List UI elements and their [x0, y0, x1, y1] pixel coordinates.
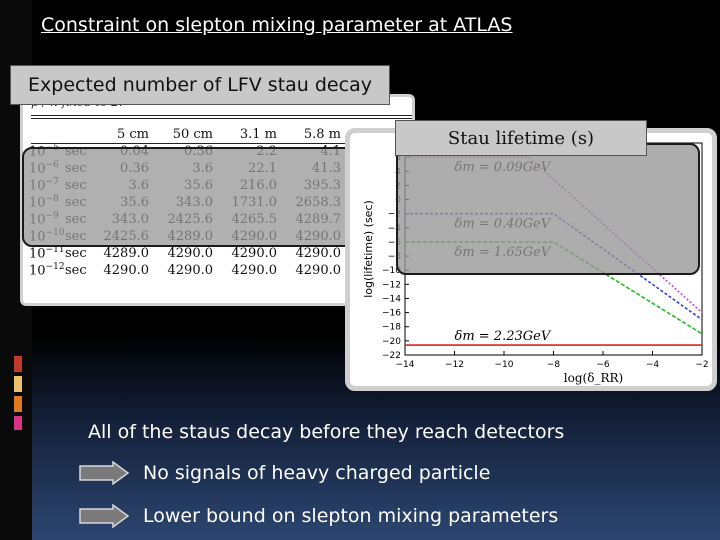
column-header: 5.8 m — [303, 126, 341, 142]
y-axis-label: log(lifetime) (sec) — [362, 200, 375, 298]
value-cell: 4290.0 — [167, 263, 214, 278]
x-tick-label: −8 — [547, 360, 561, 370]
value-cell: 4290.0 — [231, 263, 278, 278]
table-row: 10−12 sec 4290.0 4290.0 4290.0 4290.0 — [29, 262, 347, 279]
table-header-rule — [31, 143, 412, 144]
y-tick-label: −18 — [382, 323, 401, 333]
x-tick-label: −4 — [646, 360, 660, 370]
value-cell: 4290.0 — [295, 246, 342, 261]
column-header: 50 cm — [172, 126, 213, 142]
x-tick-label: −10 — [495, 360, 514, 370]
accent-bar-pink — [14, 416, 22, 430]
table-header-row: 5 cm 50 cm 3.1 m 5.8 m — [29, 125, 347, 143]
value-cell: 4290.0 — [295, 263, 342, 278]
x-axis-label: log(δ_RR) — [564, 371, 623, 385]
x-tick-label: −12 — [445, 360, 464, 370]
x-tick-label: −6 — [596, 360, 610, 370]
accent-bar-orange — [14, 396, 22, 412]
y-tick-label: −4 — [388, 224, 402, 234]
header-empty — [65, 125, 91, 143]
series-label: δm = 2.23GeV — [455, 329, 552, 344]
table-row: 10−11 sec 4289.0 4290.0 4290.0 4290.0 — [29, 245, 347, 262]
lfv-label: Expected number of LFV stau decay — [10, 65, 390, 105]
arrow-icon — [79, 461, 129, 485]
y-tick-label: −10 — [382, 266, 401, 276]
y-tick-label: −14 — [382, 294, 401, 304]
column-header: 5 cm — [116, 126, 149, 142]
y-tick-label: −20 — [382, 337, 401, 347]
value-cell: 4290.0 — [231, 246, 278, 261]
conclusion-point-1: No signals of heavy charged particle — [143, 462, 491, 484]
series-line — [405, 212, 703, 321]
lifetime-cell: 10−12 — [29, 262, 65, 279]
column-header: 3.1 m — [239, 126, 277, 142]
plot-highlight-box — [396, 143, 700, 275]
table-top-rule-2 — [31, 118, 412, 119]
accent-bar-yellow — [14, 376, 22, 392]
x-tick-label: −14 — [396, 360, 415, 370]
y-tick-label: −16 — [382, 309, 401, 319]
value-cell: 4290.0 — [103, 263, 150, 278]
accent-bar-red — [14, 356, 22, 372]
header-empty — [29, 125, 65, 143]
y-tick-label: −2 — [388, 210, 401, 220]
y-tick-label: −6 — [388, 238, 402, 248]
conclusion-main: All of the staus decay before they reach… — [88, 421, 565, 443]
y-tick-label: −8 — [388, 252, 402, 262]
value-cell: 4290.0 — [167, 246, 214, 261]
stau-lifetime-label: Stau lifetime (s) — [395, 120, 647, 156]
unit-cell: sec — [65, 246, 87, 261]
value-cell: 4289.0 — [103, 246, 150, 261]
table-top-rule — [31, 115, 412, 116]
lifetime-cell: 10−11 — [29, 245, 65, 262]
slide-title: Constraint on slepton mixing parameter a… — [41, 14, 513, 36]
conclusion-point-2: Lower bound on slepton mixing parameters — [143, 505, 559, 527]
y-tick-label: −12 — [382, 280, 401, 290]
unit-cell: sec — [65, 263, 87, 278]
x-tick-label: −2 — [695, 360, 708, 370]
arrow-icon — [79, 504, 129, 528]
y-tick-label: −22 — [382, 351, 401, 361]
